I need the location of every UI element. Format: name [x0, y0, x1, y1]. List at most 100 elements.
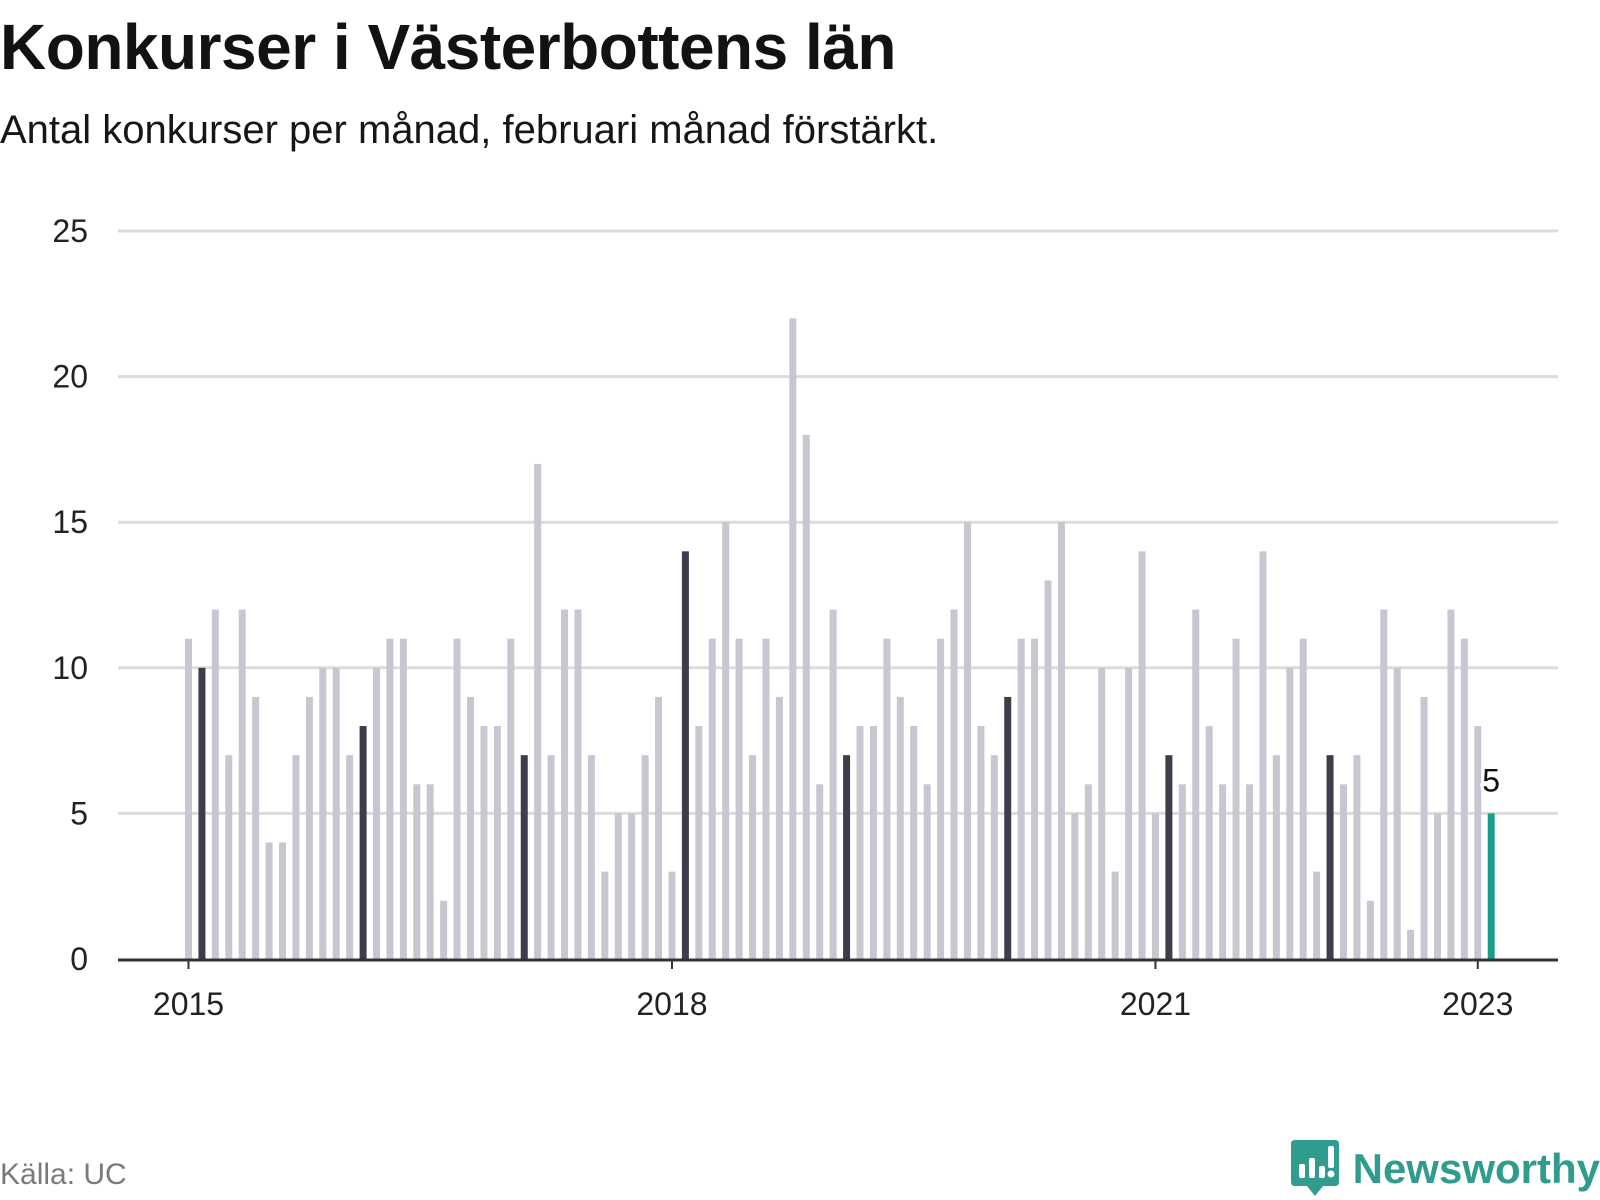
- bar: [910, 726, 918, 959]
- bar: [211, 609, 219, 959]
- gridlines: [118, 229, 1558, 815]
- brand-logo: Newsworthy: [1289, 1138, 1600, 1200]
- bar: [829, 609, 837, 959]
- bar: [426, 784, 434, 959]
- bar: [480, 726, 488, 959]
- bar: [1447, 609, 1455, 959]
- bar: [1232, 638, 1240, 959]
- bar: [1245, 784, 1253, 959]
- y-tick-label: 15: [52, 504, 88, 540]
- bar: [1286, 667, 1294, 959]
- bar: [1192, 609, 1200, 959]
- bar: [1138, 551, 1146, 959]
- bar: [641, 755, 649, 959]
- bar: [923, 784, 931, 959]
- bar: [628, 813, 636, 959]
- bar: [601, 871, 609, 959]
- bar: [319, 667, 327, 959]
- bar: [574, 609, 582, 959]
- bar: [668, 871, 676, 959]
- chart-title: Konkurser i Västerbottens län: [0, 11, 896, 83]
- bar: [775, 696, 783, 959]
- y-tick-label: 0: [70, 941, 88, 977]
- bar: [493, 726, 501, 959]
- bar: [695, 726, 703, 959]
- bar: [1259, 551, 1267, 959]
- bar: [561, 609, 569, 959]
- y-tick-label: 25: [52, 213, 88, 249]
- x-tick-label: 2023: [1442, 986, 1513, 1022]
- bar: [534, 463, 542, 959]
- newsworthy-logo-icon: [1290, 1140, 1339, 1196]
- bar: [963, 522, 971, 959]
- bar: [1433, 813, 1441, 959]
- bar: [1205, 726, 1213, 959]
- bar: [789, 318, 797, 959]
- bar: [990, 755, 998, 959]
- bar: [883, 638, 891, 959]
- value-labels: 5: [1479, 759, 1503, 801]
- x-tick-label: 2015: [153, 986, 224, 1022]
- bar: [359, 726, 367, 959]
- bar: [279, 842, 287, 959]
- bar: [292, 755, 300, 959]
- bar: [762, 638, 770, 959]
- brand-name: Newsworthy: [1352, 1145, 1600, 1192]
- bar: [453, 638, 461, 959]
- bar: [1353, 755, 1361, 959]
- bar: [332, 667, 340, 959]
- bar: [937, 638, 945, 959]
- bar: [305, 696, 313, 959]
- bar: [1084, 784, 1092, 959]
- bar: [198, 667, 206, 959]
- source-note: Källa: UC: [0, 1158, 127, 1191]
- bar: [1420, 696, 1428, 959]
- bar: [843, 755, 851, 959]
- bar: [614, 813, 622, 959]
- bar: [749, 755, 757, 959]
- bar: [520, 755, 528, 959]
- bar: [1380, 609, 1388, 959]
- bar: [1460, 638, 1468, 959]
- bar: [1031, 638, 1039, 959]
- bar: [816, 784, 824, 959]
- bar: [1219, 784, 1227, 959]
- bar: [252, 696, 260, 959]
- bar: [1044, 580, 1052, 959]
- bar: [1125, 667, 1133, 959]
- chart-subtitle: Antal konkurser per månad, februari måna…: [0, 108, 939, 152]
- y-tick-label: 5: [70, 795, 88, 831]
- bar: [950, 609, 958, 959]
- bar: [708, 638, 716, 959]
- bar: [413, 784, 421, 959]
- bar: [1313, 871, 1321, 959]
- y-tick-label: 10: [52, 650, 88, 686]
- bar: [1272, 755, 1280, 959]
- bar: [1057, 522, 1065, 959]
- x-tick-label: 2021: [1120, 986, 1191, 1022]
- bar: [1407, 929, 1415, 959]
- y-axis-ticks: 0 5 10 15 20 25: [52, 213, 88, 977]
- bar: [856, 726, 864, 959]
- bar: [399, 638, 407, 959]
- bar: [1004, 696, 1012, 959]
- bar: [225, 755, 233, 959]
- bar: [896, 696, 904, 959]
- bar: [869, 726, 877, 959]
- bar: [735, 638, 743, 959]
- bar: [1393, 667, 1401, 959]
- bar: [265, 842, 273, 959]
- bar: [1339, 784, 1347, 959]
- bar: [507, 638, 515, 959]
- bar: [238, 609, 246, 959]
- bar: [1487, 813, 1495, 959]
- bar: [722, 522, 730, 959]
- bar: [1111, 871, 1119, 959]
- x-axis-ticks: 2015 2018 2021 2023: [153, 959, 1513, 1022]
- bar: [1474, 726, 1482, 959]
- bar: [1178, 784, 1186, 959]
- bar: [373, 667, 381, 959]
- bar: [467, 696, 475, 959]
- bar: [681, 551, 689, 959]
